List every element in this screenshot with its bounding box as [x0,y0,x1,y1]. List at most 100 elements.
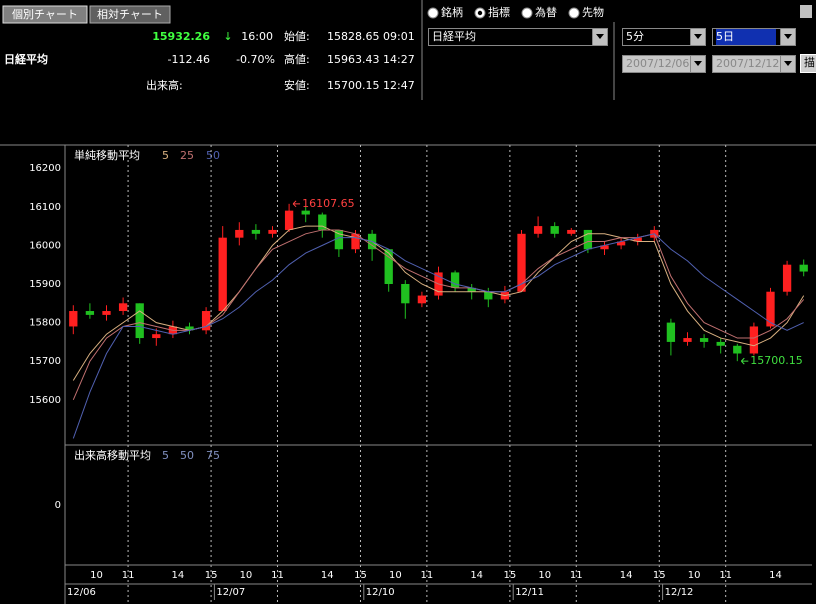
quote-row-label: 始値: [284,29,310,43]
tab-label[interactable]: 相対チャート [97,7,163,21]
x-tick-label: 14 [470,570,483,581]
x-tick-label: 14 [321,570,334,581]
index-select[interactable]: 日経平均 [428,28,608,46]
candle-body [284,210,294,230]
panel-title: 単純移動平均 [74,148,140,162]
x-tick-label: 10 [688,570,701,581]
legend-entry: 25 [180,149,194,162]
period-select[interactable]: 5日 [712,28,796,46]
tab-button[interactable] [2,5,88,24]
y-tick-label: 16200 [29,163,61,174]
button-text: 描 [804,56,815,69]
tab-button[interactable] [89,5,171,24]
annotation-label: 15700.15 [750,354,803,367]
annotation-label: 16107.65 [302,197,355,210]
dropdown-arrow[interactable] [690,29,705,45]
candle-body [782,264,792,292]
candle-body [600,245,609,250]
candle-body [683,338,692,342]
x-tick-label: 10 [240,570,253,581]
date-label: 12/06 [67,587,96,598]
candle-body [301,210,310,215]
radio-dot [477,10,483,16]
quote-row-time: 14:27 [383,53,415,66]
dropdown-arrow[interactable] [780,29,795,45]
candle-body [401,283,410,304]
quote-row-label: 高値: [284,52,310,66]
candle-body [69,311,78,327]
quote-change-pct: -0.70% [236,53,275,66]
y-tick-label: 15700 [29,356,61,367]
annotation-arrow [292,200,301,208]
date-text: 2007/12/06 [626,57,690,70]
x-tick-label: 10 [389,570,402,581]
quote-row-time: 12:47 [383,79,415,92]
x-tick-label: 11 [271,570,284,581]
tab-label[interactable]: 個別チャート [12,8,78,21]
legend-entry: 75 [206,449,220,462]
dropdown-arrow [690,56,705,72]
panel-title: 出来高移動平均 [74,448,151,462]
annotation-arrow [740,357,749,365]
candle-body [550,226,559,234]
candle-body [268,229,277,234]
x-tick-label: 14 [620,570,633,581]
radio[interactable] [427,7,439,19]
candle-body [152,334,161,339]
radio[interactable] [521,7,533,19]
x-tick-label: 11 [570,570,583,581]
radio[interactable] [568,7,580,19]
x-tick-label: 15 [354,570,367,581]
candle-body [583,229,593,250]
interval-select[interactable]: 5分 [622,28,706,46]
candle-body [251,229,261,234]
candle-body [417,295,427,304]
quote-change: -112.46 [168,53,210,66]
volume-label: 出来高: [146,78,183,92]
candle-body [334,229,344,250]
radio-label[interactable]: 指標 [488,5,510,19]
candle-body [799,264,808,272]
candle-body [666,322,676,342]
moving-average-line [72,225,805,381]
candle-body [201,311,211,331]
legend-entry: 50 [180,449,194,462]
y-tick-label: 0 [55,500,61,511]
candle-body [533,226,543,234]
x-tick-label: 10 [538,570,551,581]
quote-name: 日経平均 [4,52,48,66]
candle-body [567,229,576,234]
window-button[interactable] [800,5,812,18]
candle-body [135,303,144,339]
date-label: 12/11 [515,587,544,598]
y-tick-label: 16100 [29,202,61,213]
to-date: 2007/12/12 [712,55,796,73]
legend-entry: 50 [206,149,220,162]
candle-body [85,311,95,315]
candle-body [766,291,775,327]
dropdown-arrow [780,56,795,72]
y-tick-label: 15900 [29,279,61,290]
candle-body [716,341,725,346]
candle-body [235,229,244,238]
x-tick-label: 14 [769,570,782,581]
dropdown-arrow[interactable] [592,29,607,45]
y-tick-label: 16000 [29,240,61,251]
quote-row-time: 09:01 [383,30,415,43]
moving-average-line [72,229,805,401]
candle-body [749,326,759,354]
candle-body [351,233,360,250]
legend-entry: 5 [162,149,169,162]
x-tick-label: 11 [719,570,732,581]
radio-label[interactable]: 銘柄 [441,5,463,19]
x-tick-label: 15 [205,570,218,581]
from-date: 2007/12/06 [622,55,706,73]
radio-label[interactable]: 為替 [535,5,557,19]
draw-button[interactable]: 描 [800,54,816,73]
select-text: 5日 [716,29,776,45]
radio-label[interactable]: 先物 [582,5,604,19]
quote-row-value: 15963.43 [327,53,380,66]
candle-body [185,326,194,331]
legend-entry: 5 [162,449,169,462]
